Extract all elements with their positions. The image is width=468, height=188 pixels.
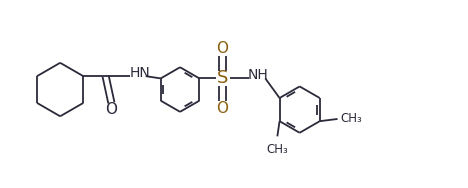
Text: O: O <box>217 41 228 56</box>
Text: S: S <box>217 69 228 87</box>
Text: CH₃: CH₃ <box>266 143 288 156</box>
Text: HN: HN <box>130 66 150 80</box>
Text: O: O <box>105 102 117 117</box>
Text: NH: NH <box>248 68 269 82</box>
Text: O: O <box>217 101 228 116</box>
Text: CH₃: CH₃ <box>340 112 362 125</box>
